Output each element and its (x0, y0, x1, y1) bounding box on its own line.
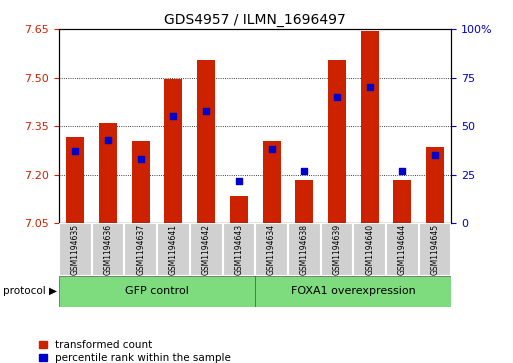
Bar (124, 223, 157, 276)
Text: FOXA1 overexpression: FOXA1 overexpression (291, 286, 416, 296)
Bar (321, 223, 353, 276)
Point (366, 84, 374, 90)
Point (333, 94, 341, 100)
Text: GSM1194635: GSM1194635 (71, 224, 80, 275)
Title: GDS4957 / ILMN_1696497: GDS4957 / ILMN_1696497 (164, 13, 346, 26)
Bar (255, 223, 288, 276)
Text: GSM1194641: GSM1194641 (169, 224, 178, 275)
Bar (361, 30, 379, 223)
Point (267, 147, 275, 152)
Text: GSM1194639: GSM1194639 (332, 224, 342, 275)
Point (104, 137, 112, 143)
Bar (66, 138, 84, 223)
Bar (426, 147, 444, 223)
Bar (328, 60, 346, 223)
Bar (132, 141, 150, 223)
Bar (165, 79, 183, 223)
Bar (157, 223, 190, 276)
Text: protocol ▶: protocol ▶ (3, 286, 56, 296)
Bar (99, 123, 117, 223)
Text: GSM1194644: GSM1194644 (398, 224, 407, 275)
Text: GFP control: GFP control (125, 286, 189, 296)
Bar (288, 223, 321, 276)
Bar (263, 141, 281, 223)
Bar (353, 223, 386, 276)
Point (136, 156, 145, 162)
Bar (419, 223, 451, 276)
Point (202, 108, 210, 114)
Text: GSM1194640: GSM1194640 (365, 224, 374, 275)
Bar (295, 180, 313, 223)
Bar (92, 223, 125, 276)
Bar (59, 276, 255, 307)
Text: GSM1194638: GSM1194638 (300, 224, 309, 275)
Bar (230, 196, 248, 223)
Text: GSM1194643: GSM1194643 (234, 224, 243, 275)
Point (300, 168, 308, 174)
Text: GSM1194642: GSM1194642 (202, 224, 211, 275)
Bar (393, 180, 411, 223)
Bar (386, 223, 419, 276)
Bar (255, 276, 451, 307)
Bar (190, 223, 223, 276)
Bar (223, 223, 255, 276)
Text: GSM1194636: GSM1194636 (104, 224, 112, 275)
Text: GSM1194637: GSM1194637 (136, 224, 145, 275)
Text: GSM1194634: GSM1194634 (267, 224, 276, 275)
Point (71, 148, 80, 154)
Bar (59, 223, 92, 276)
Bar (197, 60, 215, 223)
Text: GSM1194645: GSM1194645 (430, 224, 440, 275)
Point (431, 152, 439, 158)
Legend: transformed count, percentile rank within the sample: transformed count, percentile rank withi… (40, 340, 231, 363)
Point (235, 178, 243, 183)
Point (398, 168, 406, 174)
Point (169, 114, 177, 119)
